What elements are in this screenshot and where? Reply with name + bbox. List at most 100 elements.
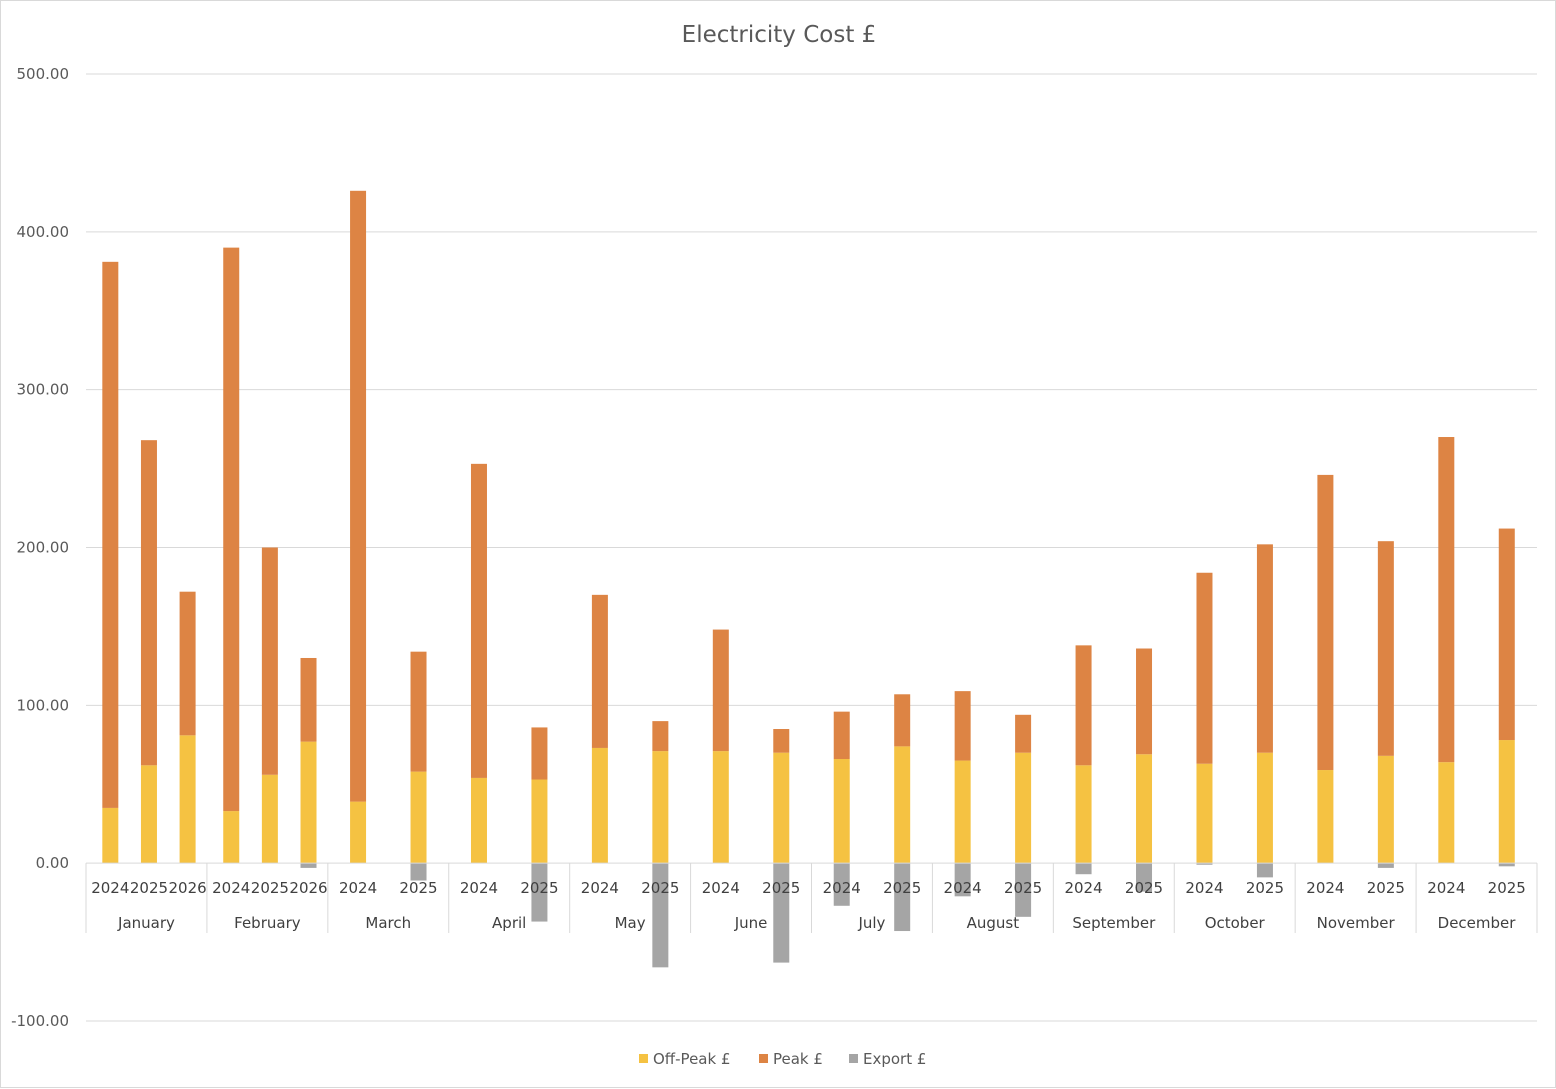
- legend-label: Export £: [863, 1050, 926, 1068]
- year-label: 2025: [520, 879, 558, 897]
- bar-off-peak-january-2025: [140, 765, 157, 864]
- bar-peak-august-2024: [954, 691, 971, 761]
- bar-off-peak-march-2024: [350, 801, 367, 864]
- bar-peak-october-2024: [1196, 572, 1213, 764]
- year-label: 2026: [169, 879, 207, 897]
- year-label: 2025: [1004, 879, 1042, 897]
- month-label: March: [365, 914, 411, 932]
- y-tick-label: 100.00: [17, 696, 70, 714]
- y-tick-label: 200.00: [17, 539, 70, 557]
- chart-title: Electricity Cost £: [682, 22, 877, 48]
- month-label: February: [234, 914, 301, 932]
- bar-export-september-2025: [1136, 863, 1153, 892]
- legend-swatch-peak: [759, 1054, 768, 1063]
- bar-export-april-2025: [531, 863, 548, 922]
- bar-peak-january-2026: [179, 591, 196, 736]
- year-label: 2025: [641, 879, 679, 897]
- bar-peak-october-2025: [1256, 544, 1273, 753]
- bar-peak-april-2024: [470, 463, 487, 778]
- year-label: 2024: [702, 879, 740, 897]
- legend-label: Off-Peak £: [653, 1050, 730, 1068]
- year-label: 2024: [460, 879, 498, 897]
- year-label: 2024: [91, 879, 129, 897]
- bar-export-october-2025: [1256, 863, 1273, 878]
- year-label: 2026: [289, 879, 327, 897]
- bar-export-october-2024: [1196, 863, 1213, 865]
- bar-peak-january-2024: [102, 261, 119, 808]
- bar-export-december-2025: [1498, 863, 1515, 867]
- bar-peak-june-2025: [773, 729, 790, 753]
- legend-swatch-export: [849, 1054, 858, 1063]
- month-label: January: [117, 914, 175, 932]
- bar-peak-march-2024: [350, 190, 367, 802]
- year-label: 2024: [212, 879, 250, 897]
- bar-export-june-2025: [773, 863, 790, 963]
- y-tick-label: -100.00: [11, 1012, 69, 1030]
- bar-peak-february-2025: [261, 547, 278, 775]
- bar-off-peak-may-2025: [652, 751, 669, 864]
- bar-off-peak-june-2025: [773, 752, 790, 864]
- year-label: 2025: [883, 879, 921, 897]
- bar-off-peak-february-2025: [261, 774, 278, 864]
- month-label: May: [615, 914, 646, 932]
- bar-off-peak-november-2024: [1317, 770, 1334, 864]
- gridlines: [86, 73, 1537, 1022]
- bar-off-peak-february-2024: [223, 811, 240, 864]
- month-label: November: [1317, 914, 1396, 932]
- bar-off-peak-february-2026: [300, 741, 317, 864]
- year-label: 2024: [944, 879, 982, 897]
- bar-export-february-2026: [300, 863, 317, 868]
- legend-swatch-off-peak: [639, 1054, 648, 1063]
- legend-label: Peak £: [773, 1050, 823, 1068]
- bar-off-peak-july-2025: [894, 746, 911, 864]
- year-label: 2025: [251, 879, 289, 897]
- bar-off-peak-march-2025: [410, 771, 427, 864]
- bar-off-peak-june-2024: [712, 751, 729, 864]
- bar-peak-november-2024: [1317, 474, 1334, 771]
- bar-peak-february-2026: [300, 657, 317, 742]
- bar-off-peak-september-2025: [1136, 754, 1153, 864]
- bar-peak-january-2025: [140, 440, 157, 766]
- y-axis-ticks: -100.00 0.00 100.00 200.00 300.00 400.00 500.0…: [11, 65, 69, 1030]
- bar-peak-september-2024: [1075, 645, 1092, 766]
- bar-peak-march-2025: [410, 651, 427, 772]
- month-label: April: [492, 914, 526, 932]
- bar-off-peak-september-2024: [1075, 765, 1092, 864]
- year-label: 2024: [1185, 879, 1223, 897]
- bar-off-peak-may-2024: [591, 747, 608, 864]
- bar-off-peak-december-2024: [1438, 762, 1455, 864]
- bar-peak-june-2024: [712, 629, 729, 752]
- bar-export-november-2025: [1377, 863, 1394, 868]
- month-label: September: [1072, 914, 1156, 932]
- month-label: December: [1438, 914, 1517, 932]
- bar-export-august-2024: [954, 863, 971, 897]
- year-label: 2025: [1488, 879, 1526, 897]
- year-label: 2025: [1125, 879, 1163, 897]
- bar-peak-july-2024: [833, 711, 850, 759]
- bar-export-march-2025: [410, 863, 427, 881]
- year-label: 2024: [581, 879, 619, 897]
- month-label: June: [734, 914, 768, 932]
- bar-peak-april-2025: [531, 727, 548, 780]
- bar-peak-november-2025: [1377, 541, 1394, 756]
- x-axis: 2024 2025 2026 2024 2025 2026 2024 2025 2024 2025…: [85, 862, 1538, 933]
- bar-off-peak-january-2024: [102, 807, 119, 864]
- legend: Off-Peak £ Peak £ Export £: [639, 1050, 926, 1068]
- bar-off-peak-april-2024: [470, 777, 487, 864]
- bar-export-july-2024: [833, 863, 850, 906]
- bar-off-peak-october-2025: [1256, 752, 1273, 864]
- year-label: 2024: [1427, 879, 1465, 897]
- year-label: 2024: [1064, 879, 1102, 897]
- bar-peak-august-2025: [1015, 714, 1032, 753]
- year-label: 2024: [1306, 879, 1344, 897]
- bars: [102, 190, 1515, 968]
- bar-export-may-2025: [652, 863, 669, 968]
- bar-peak-february-2024: [223, 247, 240, 812]
- bar-off-peak-august-2024: [954, 760, 971, 864]
- year-label: 2025: [762, 879, 800, 897]
- bar-export-july-2025: [894, 863, 911, 932]
- year-label: 2025: [1246, 879, 1284, 897]
- bar-export-august-2025: [1015, 863, 1032, 917]
- bar-export-september-2024: [1075, 863, 1092, 875]
